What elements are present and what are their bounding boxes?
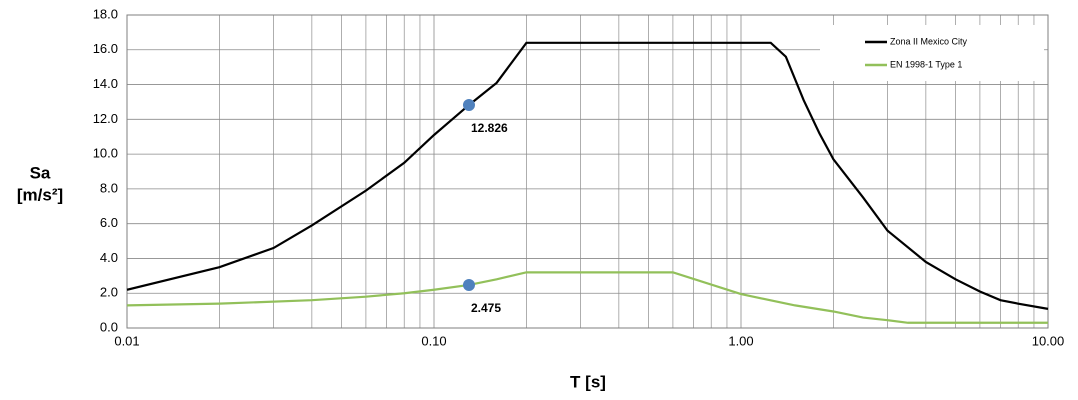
x-tick-label: 0.10: [421, 333, 446, 348]
y-tick-label: 6.0: [100, 215, 118, 230]
annotation-marker: [462, 98, 475, 111]
plot-frame: [126, 14, 1049, 329]
y-tick-label: 0.0: [100, 319, 118, 334]
annotation-marker: [462, 278, 475, 291]
y-tick-label: 10.0: [93, 146, 118, 161]
y-axis-title: [m/s²]: [17, 185, 63, 204]
legend-label: Zona II Mexico City: [890, 36, 968, 46]
y-axis-title: Sa: [30, 163, 51, 182]
y-tick-label: 4.0: [100, 250, 118, 265]
y-tick-label: 18.0: [93, 6, 118, 21]
annotation-label: 2.475: [471, 301, 501, 315]
x-tick-label: 0.01: [114, 333, 139, 348]
series-line: [126, 271, 1048, 324]
legend-label: EN 1998-1 Type 1: [890, 59, 962, 69]
x-tick-label: 1.00: [728, 333, 753, 348]
series-line: [126, 41, 1049, 310]
y-tick-label: 8.0: [100, 180, 118, 195]
y-tick-label: 16.0: [93, 41, 118, 56]
x-axis-title: T [s]: [570, 372, 606, 391]
y-tick-label: 14.0: [93, 76, 118, 91]
y-tick-label: 12.0: [93, 111, 118, 126]
y-tick-label: 2.0: [100, 285, 118, 300]
legend-box: [820, 25, 1044, 81]
x-tick-label: 10.00: [1032, 333, 1065, 348]
annotation-label: 12.826: [471, 121, 508, 135]
